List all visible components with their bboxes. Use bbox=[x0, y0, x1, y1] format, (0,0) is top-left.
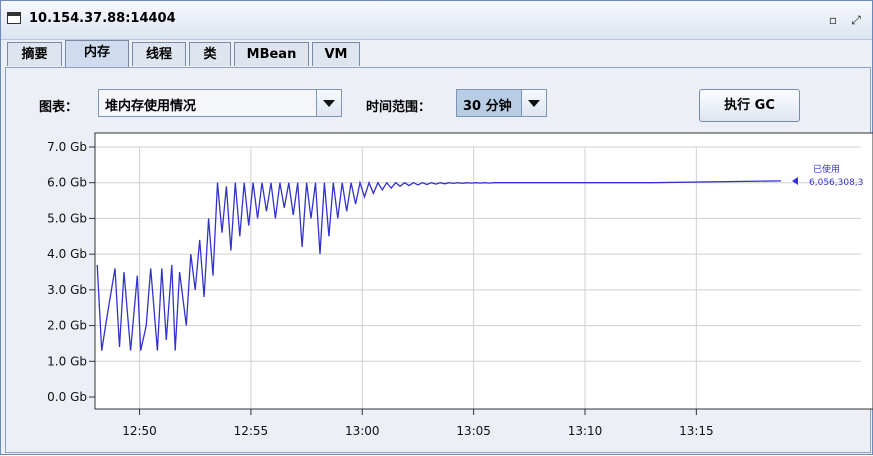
chevron-down-icon[interactable] bbox=[521, 90, 546, 116]
title-bar: 10.154.37.88:14404 ▫ ⤢ bbox=[1, 1, 872, 40]
y-tick-label: 7.0 Gb bbox=[47, 140, 87, 154]
legend-label: 已使用 bbox=[813, 163, 840, 175]
chevron-down-icon[interactable] bbox=[316, 90, 341, 116]
x-tick-label: 13:15 bbox=[679, 424, 714, 438]
y-tick-label: 1.0 Gb bbox=[47, 354, 87, 368]
y-axis: 0.0 Gb 1.0 Gb 2.0 Gb 3.0 Gb 4.0 Gb 5.0 Gb 6.0 … bbox=[47, 140, 96, 404]
tab-threads[interactable]: 线程 bbox=[132, 42, 186, 66]
window-icon bbox=[7, 12, 21, 24]
tab-mbean[interactable]: MBean bbox=[234, 42, 309, 66]
x-tick-label: 13:10 bbox=[568, 424, 603, 438]
x-tick-label: 13:05 bbox=[456, 424, 491, 438]
tab-memory[interactable]: 内存 bbox=[65, 40, 129, 67]
range-select-value: 30 分钟 bbox=[463, 99, 512, 114]
chart-series bbox=[96, 180, 782, 351]
legend-marker-icon bbox=[792, 177, 798, 185]
tab-vm[interactable]: VM bbox=[312, 42, 360, 66]
plot-area bbox=[94, 132, 873, 410]
y-tick-label: 2.0 Gb bbox=[47, 319, 87, 333]
legend-value: 6,056,308,3 bbox=[809, 178, 863, 188]
chart-grid bbox=[95, 146, 861, 409]
restore-icon[interactable]: ▫ bbox=[828, 13, 838, 27]
y-tick-label: 3.0 Gb bbox=[47, 283, 87, 297]
x-tick-label: 12:50 bbox=[122, 424, 157, 438]
y-tick-label: 0.0 Gb bbox=[47, 390, 87, 404]
range-select[interactable]: 30 分钟 bbox=[456, 89, 547, 117]
range-label: 时间范围： bbox=[366, 100, 432, 115]
y-tick-label: 5.0 Gb bbox=[47, 211, 87, 225]
series-line-used bbox=[96, 180, 782, 351]
x-tick-label: 13:00 bbox=[345, 424, 380, 438]
chart-label: 图表： bbox=[39, 100, 79, 115]
tab-classes[interactable]: 类 bbox=[189, 42, 231, 66]
x-axis: 12:50 12:55 13:00 13:05 13:10 13:15 bbox=[95, 408, 873, 438]
tab-summary[interactable]: 摘要 bbox=[7, 42, 62, 66]
maximize-icon[interactable]: ⤢ bbox=[851, 13, 861, 27]
chart-select-value: 堆内存使用情况 bbox=[105, 99, 197, 114]
chart-legend: 已使用 6,056,308,3 bbox=[792, 163, 863, 188]
y-tick-label: 4.0 Gb bbox=[47, 247, 87, 261]
x-tick-label: 12:55 bbox=[234, 424, 269, 438]
chart-select[interactable]: 堆内存使用情况 bbox=[98, 89, 342, 117]
window-title: 10.154.37.88:14404 bbox=[29, 11, 176, 26]
perform-gc-button[interactable]: 执行 GC bbox=[699, 89, 800, 122]
y-tick-label: 6.0 Gb bbox=[47, 176, 87, 190]
